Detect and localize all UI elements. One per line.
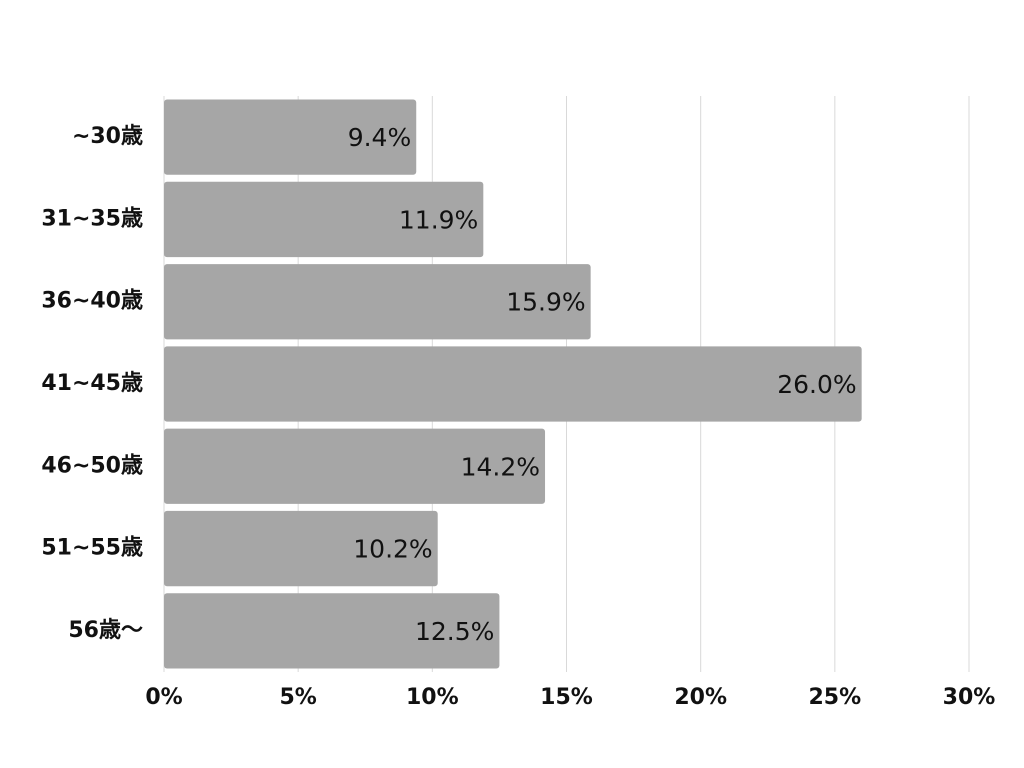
bar bbox=[164, 346, 862, 422]
value-label: 11.9% bbox=[399, 205, 478, 234]
bar bbox=[164, 99, 417, 175]
value-label: 15.9% bbox=[506, 288, 585, 317]
y-tick-label: 51~55歳 bbox=[41, 536, 143, 561]
value-label: 26.0% bbox=[777, 370, 856, 399]
x-tick-label: 0% bbox=[145, 685, 182, 710]
bar bbox=[164, 264, 591, 340]
x-tick-label: 25% bbox=[808, 685, 861, 710]
value-label: 12.5% bbox=[415, 617, 494, 646]
x-tick-label: 15% bbox=[540, 685, 593, 710]
bar bbox=[164, 510, 438, 587]
x-tick-label: 20% bbox=[674, 685, 727, 710]
y-tick-label: 41~45歳 bbox=[41, 371, 143, 396]
x-tick-label: 30% bbox=[943, 685, 996, 710]
y-tick-label: ~30歳 bbox=[72, 124, 143, 149]
y-tick-label: 31~35歳 bbox=[41, 206, 143, 231]
x-tick-label: 5% bbox=[279, 685, 316, 710]
y-tick-label: 46~50歳 bbox=[41, 453, 143, 478]
bar bbox=[164, 181, 484, 258]
value-label: 14.2% bbox=[461, 452, 540, 481]
y-tick-label: 36~40歳 bbox=[41, 289, 143, 314]
value-label: 10.2% bbox=[353, 535, 432, 564]
x-tick-label: 10% bbox=[406, 685, 459, 710]
bar bbox=[164, 428, 546, 504]
y-tick-label: 56歳〜 bbox=[68, 618, 143, 643]
value-label: 9.4% bbox=[348, 123, 412, 152]
bar bbox=[164, 593, 500, 669]
